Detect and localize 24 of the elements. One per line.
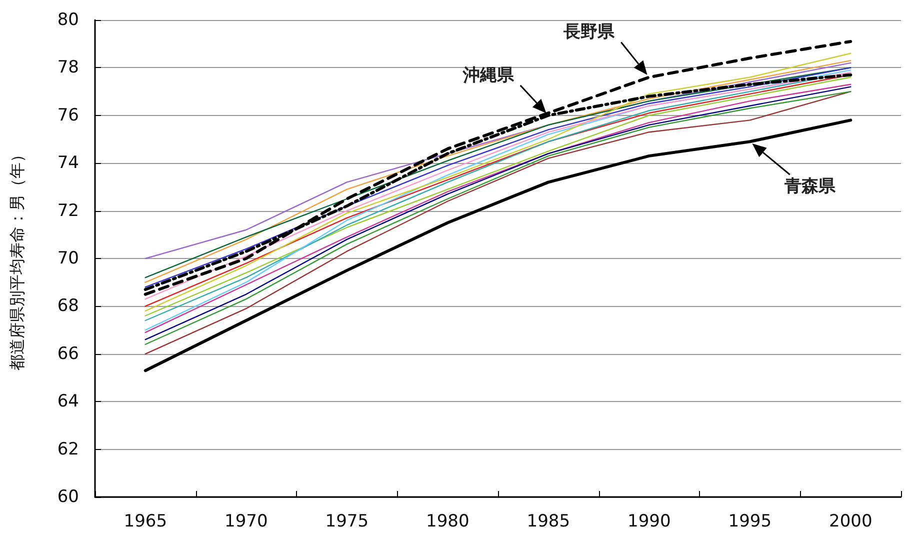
y-tick-label: 60 xyxy=(57,487,79,507)
x-tick-label: 1980 xyxy=(426,512,470,532)
y-tick-label: 72 xyxy=(57,200,79,221)
y-axis-title: 都道府県別平均寿命：男（年） xyxy=(8,146,26,370)
annotation: 沖縄県 xyxy=(462,65,515,86)
x-tick-label: 1965 xyxy=(124,512,168,532)
x-tick-label: 1995 xyxy=(728,512,772,532)
y-tick-label: 62 xyxy=(57,439,79,460)
annotation: 青森県 xyxy=(783,176,836,197)
x-tick-label: 2000 xyxy=(828,512,872,532)
y-tick-label: 64 xyxy=(57,392,79,412)
x-tick-label: 1990 xyxy=(627,512,671,532)
y-tick-label: 70 xyxy=(57,248,79,268)
y-tick-label: 76 xyxy=(57,105,79,126)
x-tick-label: 1970 xyxy=(224,512,268,532)
y-tick-label: 78 xyxy=(57,58,79,78)
y-tick-label: 80 xyxy=(57,10,79,30)
x-tick-label: 1975 xyxy=(325,512,369,532)
annotation: 長野県 xyxy=(562,22,616,42)
y-tick-label: 68 xyxy=(57,296,79,316)
line-series xyxy=(144,118,852,372)
x-tick-label: 1985 xyxy=(526,512,570,532)
y-tick-label: 74 xyxy=(57,153,79,174)
y-tick-label: 66 xyxy=(57,344,79,364)
